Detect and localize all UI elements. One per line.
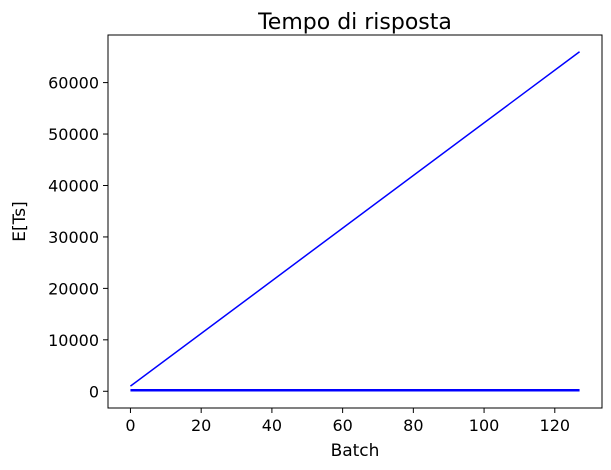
- y-tick-label: 40000: [48, 176, 99, 195]
- x-ticks: 0 20 40 60 80 100 120: [125, 408, 570, 435]
- x-axis-label: Batch: [331, 441, 380, 461]
- x-tick-label: 40: [262, 416, 282, 435]
- x-tick-label: 120: [540, 416, 571, 435]
- y-tick-label: 60000: [48, 74, 99, 93]
- plot-frame: [107, 34, 603, 409]
- y-tick-label: 30000: [48, 228, 99, 247]
- y-tick-label: 10000: [48, 331, 99, 350]
- series-layer: [130, 51, 580, 392]
- y-tick-label: 20000: [48, 279, 99, 298]
- series-line-1: [130, 51, 580, 387]
- x-tick-label: 100: [469, 416, 500, 435]
- y-tick-label: 50000: [48, 125, 99, 144]
- x-tick-label: 0: [125, 416, 135, 435]
- y-tick-label: 0: [89, 382, 99, 401]
- chart-title: Tempo di risposta: [257, 10, 452, 35]
- x-tick-label: 80: [403, 416, 423, 435]
- y-axis-label: E[Ts]: [10, 201, 30, 241]
- x-tick-label: 20: [191, 416, 211, 435]
- x-tick-label: 60: [332, 416, 352, 435]
- y-ticks: 0 10000 20000 30000 40000 50000 60000: [48, 74, 108, 401]
